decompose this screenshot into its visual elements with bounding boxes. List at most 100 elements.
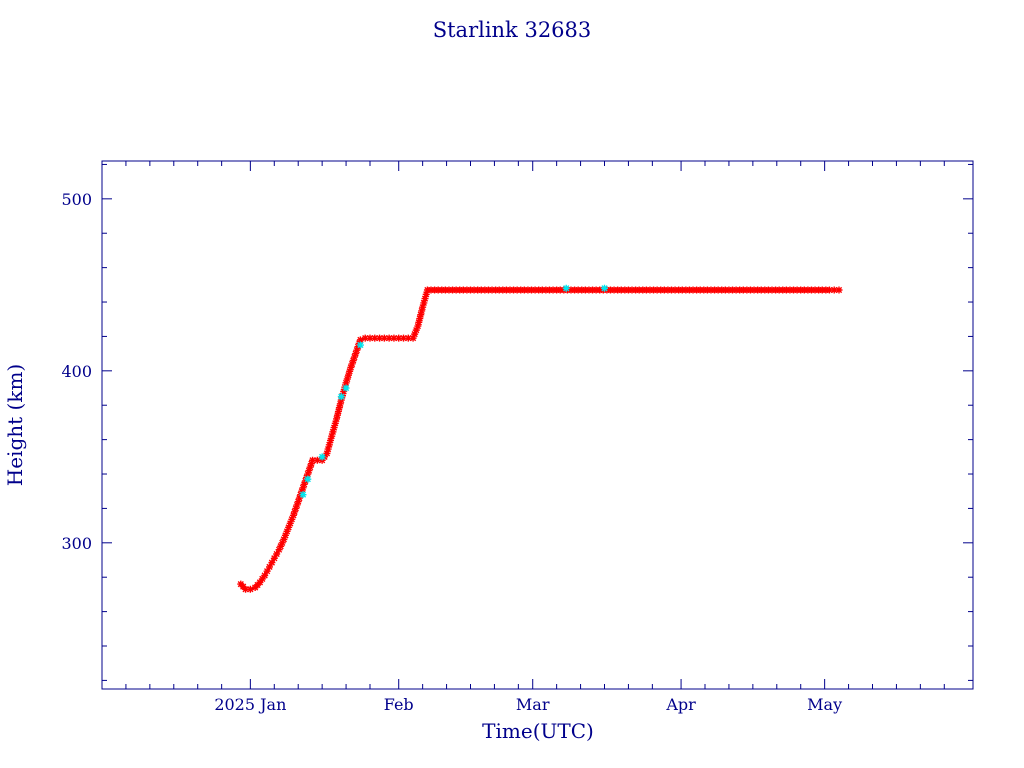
- data-point: [300, 480, 308, 488]
- data-point: [349, 357, 357, 365]
- data-point: [556, 286, 564, 294]
- marker-stroke: [331, 419, 339, 427]
- data-point: [327, 436, 335, 444]
- data-point: [421, 295, 429, 303]
- marker-stroke: [414, 322, 422, 330]
- marker-stroke: [628, 286, 636, 294]
- marker-stroke: [285, 523, 293, 531]
- marker-stroke: [725, 286, 733, 294]
- marker-stroke: [376, 334, 384, 342]
- x-tick-label: 2025 Jan: [214, 695, 286, 714]
- data-point: [585, 286, 593, 294]
- data-point: [423, 286, 431, 294]
- marker-stroke: [818, 286, 826, 294]
- marker-stroke: [757, 286, 765, 294]
- marker-stroke: [506, 286, 514, 294]
- marker-stroke: [419, 303, 427, 311]
- marker-stroke: [346, 367, 354, 375]
- marker-stroke: [412, 326, 420, 334]
- marker-stroke: [299, 491, 307, 499]
- data-point: [263, 567, 271, 575]
- data-point: [328, 432, 336, 440]
- data-point: [488, 286, 496, 294]
- marker-stroke: [356, 336, 364, 344]
- marker-stroke: [721, 286, 729, 294]
- data-point: [417, 311, 425, 319]
- data-point: [299, 491, 307, 499]
- data-point: [621, 286, 629, 294]
- marker-stroke: [481, 286, 489, 294]
- data-point: [422, 290, 430, 298]
- marker-stroke: [793, 286, 801, 294]
- data-point: [624, 286, 632, 294]
- data-point: [318, 453, 326, 461]
- data-point: [380, 334, 388, 342]
- marker-stroke: [289, 511, 297, 519]
- data-point: [306, 463, 314, 471]
- data-point: [449, 286, 457, 294]
- data-point: [761, 286, 769, 294]
- data-point: [830, 286, 838, 294]
- marker-stroke: [273, 550, 281, 558]
- marker-stroke: [822, 286, 830, 294]
- data-point: [617, 286, 625, 294]
- data-point: [689, 286, 697, 294]
- marker-stroke: [689, 286, 697, 294]
- data-point: [343, 375, 351, 383]
- marker-stroke: [361, 334, 369, 342]
- y-tick-label: 400: [61, 362, 92, 381]
- data-point: [562, 284, 570, 292]
- data-point: [353, 346, 361, 354]
- data-point: [459, 286, 467, 294]
- data-point: [800, 286, 808, 294]
- data-point: [352, 350, 360, 358]
- data-point: [682, 286, 690, 294]
- marker-stroke: [336, 400, 344, 408]
- data-point: [295, 494, 303, 502]
- data-point: [495, 286, 503, 294]
- marker-stroke: [660, 286, 668, 294]
- data-point: [696, 286, 704, 294]
- data-point: [325, 441, 333, 449]
- marker-stroke: [459, 286, 467, 294]
- marker-stroke: [786, 286, 794, 294]
- marker-stroke: [510, 286, 518, 294]
- marker-stroke: [441, 286, 449, 294]
- marker-stroke: [553, 286, 561, 294]
- data-point: [718, 286, 726, 294]
- data-point: [768, 286, 776, 294]
- marker-stroke: [578, 286, 586, 294]
- data-point: [678, 286, 686, 294]
- marker-stroke: [335, 404, 343, 412]
- data-point: [416, 315, 424, 323]
- marker-stroke: [675, 286, 683, 294]
- y-tick-label: 300: [61, 534, 92, 553]
- marker-stroke: [263, 567, 271, 575]
- plot-frame: [101, 160, 974, 690]
- data-point: [356, 336, 364, 344]
- marker-stroke: [417, 311, 425, 319]
- data-point: [340, 387, 348, 395]
- data-point: [574, 286, 582, 294]
- data-point: [502, 286, 510, 294]
- data-point: [273, 550, 281, 558]
- data-point: [707, 286, 715, 294]
- data-point: [628, 286, 636, 294]
- marker-stroke: [797, 286, 805, 294]
- marker-stroke: [277, 542, 285, 550]
- marker-stroke: [420, 299, 428, 307]
- data-point: [324, 445, 332, 453]
- data-point: [313, 456, 321, 464]
- data-point: [818, 286, 826, 294]
- marker-stroke: [520, 286, 528, 294]
- data-point: [632, 286, 640, 294]
- marker-stroke: [411, 330, 419, 338]
- data-point: [549, 286, 557, 294]
- y-tick-labels: 300 400 500: [61, 190, 92, 553]
- x-axis-label: Time(UTC): [482, 719, 594, 743]
- data-point: [653, 286, 661, 294]
- marker-stroke: [343, 375, 351, 383]
- marker-stroke: [366, 334, 374, 342]
- data-point: [344, 371, 352, 379]
- marker-stroke: [300, 480, 308, 488]
